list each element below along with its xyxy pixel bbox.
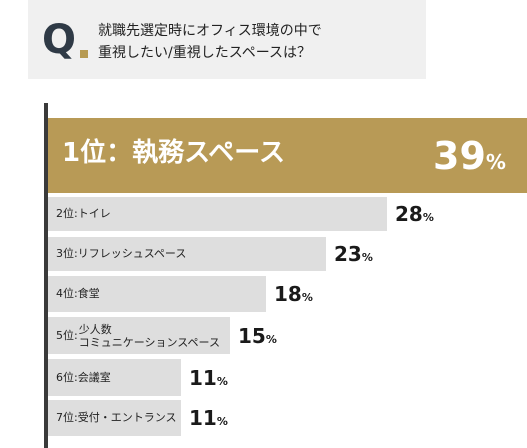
q-dot	[80, 50, 88, 58]
value-label-1: 39%	[433, 134, 506, 184]
value-number: 11	[189, 406, 217, 430]
bar-7	[48, 400, 181, 436]
value-number: 28	[395, 202, 423, 226]
q-letter: Q	[42, 17, 77, 63]
category-label-3: 3位:リフレッシュスペース	[56, 247, 187, 260]
category-label-4: 4位:食堂	[56, 287, 100, 300]
value-number: 18	[274, 282, 302, 306]
value-unit: %	[361, 251, 373, 264]
question-text: 就職先選定時にオフィス環境の中で 重視したい/重視したスペースは？	[98, 20, 322, 64]
category-label-1: 1位：執務スペース	[62, 137, 285, 168]
bar-4	[48, 276, 266, 312]
category-lines: 少人数 コミュニケーションスペース	[79, 323, 220, 349]
value-label-2: 28%	[395, 202, 434, 230]
value-unit: %	[265, 332, 277, 346]
value-unit: %	[216, 374, 228, 388]
value-label-3: 23%	[334, 242, 373, 270]
value-label-5: 15%	[238, 324, 277, 352]
category-label-7: 7位:受付・エントランス	[56, 411, 177, 424]
value-label-6: 11%	[189, 366, 228, 394]
question-line-2: 重視したい/重視したスペースは？	[98, 45, 312, 61]
value-number: 15	[238, 323, 266, 348]
category-line-1: 少人数	[78, 322, 112, 336]
value-unit: %	[216, 415, 228, 428]
value-unit: %	[301, 291, 313, 304]
bar-3	[48, 237, 326, 271]
bar-6	[48, 359, 181, 396]
chart-axis	[44, 103, 48, 448]
question-line-1: 就職先選定時にオフィス環境の中で	[98, 23, 322, 39]
bar-1	[48, 118, 527, 193]
value-number: 23	[334, 242, 362, 266]
bar-2	[48, 197, 387, 231]
value-unit: %	[422, 211, 434, 224]
value-unit: %	[485, 149, 506, 174]
category-rank: 5位:	[56, 329, 78, 342]
category-label-6: 6位:会議室	[56, 370, 111, 384]
question-box: Q 就職先選定時にオフィス環境の中で 重視したい/重視したスペースは？	[28, 0, 426, 79]
value-label-4: 18%	[274, 282, 313, 310]
value-number: 39	[433, 133, 486, 178]
category-label-5: 5位: 少人数 コミュニケーションスペース	[56, 323, 220, 349]
value-number: 11	[189, 365, 217, 390]
category-label-2: 2位:トイレ	[56, 207, 111, 220]
category-line-2: コミュニケーションスペース	[78, 335, 220, 349]
value-label-7: 11%	[189, 406, 228, 434]
bar-5	[48, 317, 230, 354]
